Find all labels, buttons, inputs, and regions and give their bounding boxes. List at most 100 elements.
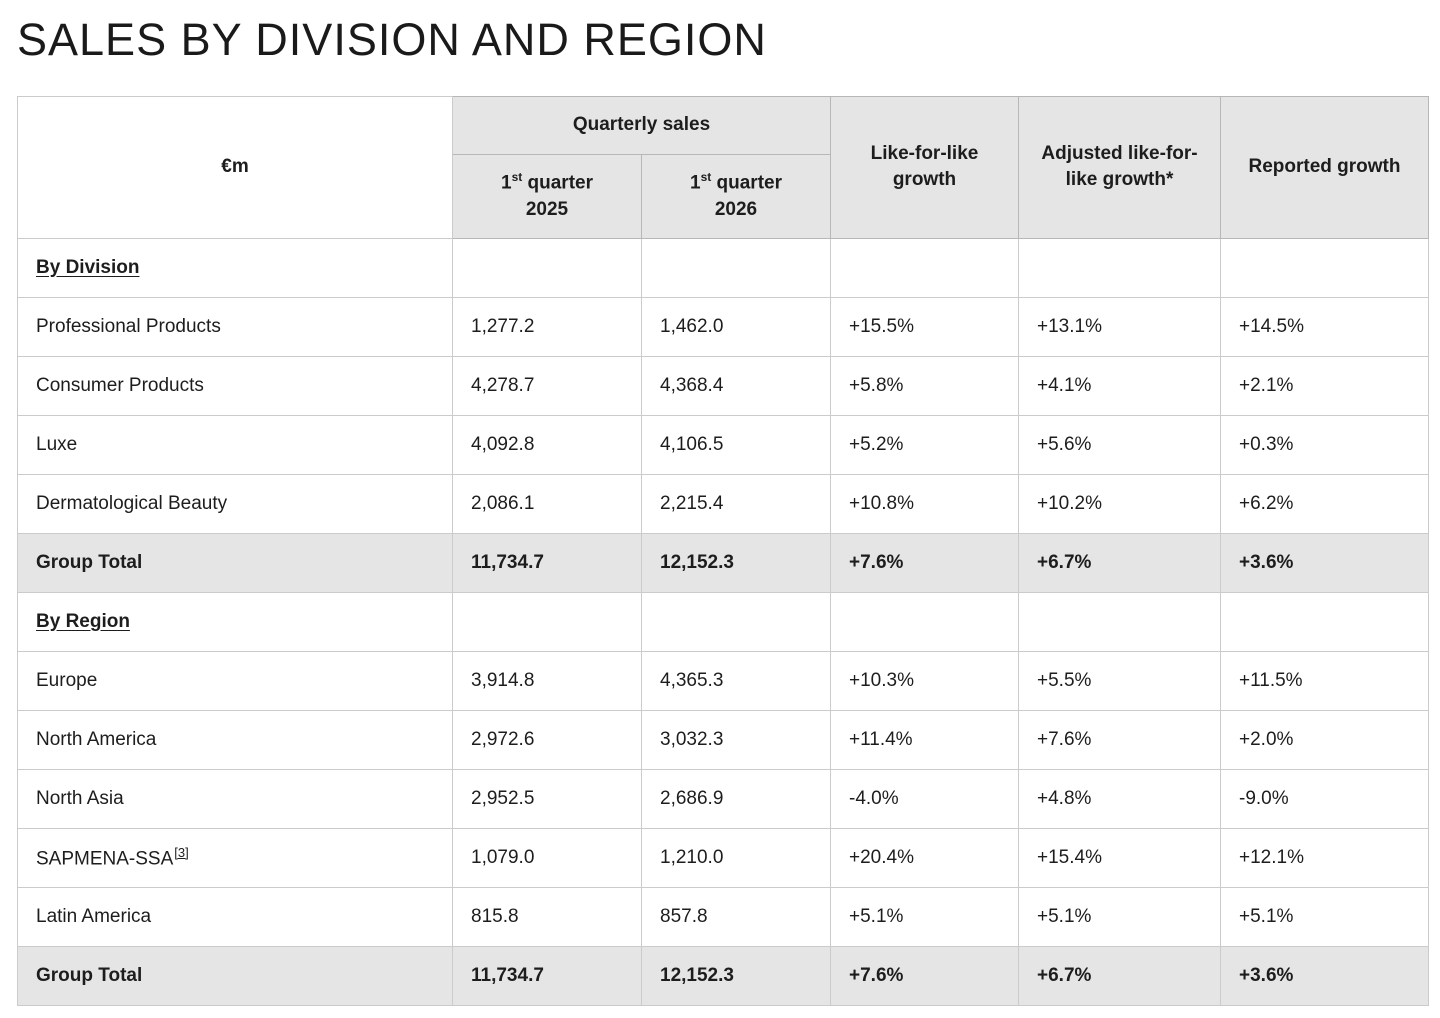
cell-lfl-growth: +10.8% — [830, 473, 1019, 534]
row-label: Group Total — [17, 945, 453, 1006]
cell-q1-2026: 2,686.9 — [641, 768, 831, 829]
ordinal-superscript: st — [511, 169, 523, 184]
cell-q1-2026: 4,106.5 — [641, 414, 831, 475]
empty-cell — [1018, 591, 1221, 652]
page-title: SALES BY DIVISION AND REGION — [17, 14, 767, 65]
cell-q1-2025: 11,734.7 — [452, 532, 642, 593]
quarter-word: quarter — [716, 172, 782, 194]
cell-lfl-growth: +15.5% — [830, 296, 1019, 357]
row-label: SAPMENA-SSA[3] — [17, 827, 453, 888]
table-row-latin-america: Latin America 815.8 857.8 +5.1% +5.1% +5… — [17, 886, 1429, 947]
quarter-word: quarter — [527, 172, 593, 194]
cell-adjusted-lfl-growth: +15.4% — [1018, 827, 1221, 888]
row-label: North America — [17, 709, 453, 770]
cell-lfl-growth: +5.8% — [830, 355, 1019, 416]
cell-lfl-growth: +20.4% — [830, 827, 1019, 888]
cell-reported-growth: +3.6% — [1220, 945, 1429, 1006]
table-row-professional-products: Professional Products 1,277.2 1,462.0 +1… — [17, 296, 1429, 357]
cell-adjusted-lfl-growth: +4.1% — [1018, 355, 1221, 416]
quarter-number: 1 — [501, 172, 512, 194]
empty-cell — [1220, 591, 1429, 652]
quarter-year: 2025 — [525, 198, 569, 220]
empty-cell — [830, 237, 1019, 298]
header-row-top: €m Quarterly sales Like-for-like growth … — [17, 95, 1429, 239]
table-header: €m Quarterly sales Like-for-like growth … — [17, 95, 1429, 239]
cell-adjusted-lfl-growth: +10.2% — [1018, 473, 1221, 534]
row-label: Europe — [17, 650, 453, 711]
row-label: Group Total — [17, 532, 453, 593]
empty-cell — [830, 591, 1019, 652]
quarter-year: 2026 — [714, 198, 758, 220]
cell-q1-2025: 2,972.6 — [452, 709, 642, 770]
row-label: Professional Products — [17, 296, 453, 357]
row-label: Consumer Products — [17, 355, 453, 416]
cell-q1-2026: 12,152.3 — [641, 945, 831, 1006]
cell-adjusted-lfl-growth: +6.7% — [1018, 945, 1221, 1006]
cell-q1-2025: 4,278.7 — [452, 355, 642, 416]
cell-q1-2026: 4,368.4 — [641, 355, 831, 416]
cell-q1-2026: 12,152.3 — [641, 532, 831, 593]
cell-reported-growth: +2.1% — [1220, 355, 1429, 416]
sales-table: €m Quarterly sales Like-for-like growth … — [17, 95, 1429, 1006]
cell-reported-growth: +5.1% — [1220, 886, 1429, 947]
cell-reported-growth: +2.0% — [1220, 709, 1429, 770]
cell-q1-2025: 4,092.8 — [452, 414, 642, 475]
cell-reported-growth: +11.5% — [1220, 650, 1429, 711]
cell-q1-2026: 3,032.3 — [641, 709, 831, 770]
quarter-number: 1 — [690, 172, 701, 194]
cell-lfl-growth: +7.6% — [830, 945, 1019, 1006]
table-row-group-total-region: Group Total 11,734.7 12,152.3 +7.6% +6.7… — [17, 945, 1429, 1006]
empty-cell — [641, 591, 831, 652]
cell-adjusted-lfl-growth: +5.5% — [1018, 650, 1221, 711]
section-cell: By Division — [17, 237, 453, 298]
col-header-q1-2025: 1st quarter 2025 — [452, 153, 642, 239]
table-row-dermatological-beauty: Dermatological Beauty 2,086.1 2,215.4 +1… — [17, 473, 1429, 534]
cell-lfl-growth: +10.3% — [830, 650, 1019, 711]
cell-reported-growth: +12.1% — [1220, 827, 1429, 888]
cell-q1-2026: 4,365.3 — [641, 650, 831, 711]
cell-reported-growth: +3.6% — [1220, 532, 1429, 593]
cell-lfl-growth: +11.4% — [830, 709, 1019, 770]
col-header-adjusted-lfl-growth: Adjusted like-for-like growth* — [1018, 95, 1221, 239]
table-body: By Division Professional Products 1,277.… — [17, 237, 1429, 1006]
header-row-sub: 1st quarter 2025 1st quarter 2026 — [18, 153, 1429, 239]
cell-adjusted-lfl-growth: +7.6% — [1018, 709, 1221, 770]
table-row-sapmena-ssa: SAPMENA-SSA[3] 1,079.0 1,210.0 +20.4% +1… — [17, 827, 1429, 888]
cell-q1-2026: 857.8 — [641, 886, 831, 947]
unit-header: €m — [17, 95, 453, 239]
cell-q1-2025: 2,952.5 — [452, 768, 642, 829]
cell-adjusted-lfl-growth: +5.1% — [1018, 886, 1221, 947]
footnote-3-link[interactable]: [3] — [174, 845, 189, 861]
cell-q1-2025: 11,734.7 — [452, 945, 642, 1006]
row-label: Dermatological Beauty — [17, 473, 453, 534]
cell-adjusted-lfl-growth: +13.1% — [1018, 296, 1221, 357]
empty-cell — [452, 591, 642, 652]
cell-reported-growth: +14.5% — [1220, 296, 1429, 357]
empty-cell — [452, 237, 642, 298]
empty-cell — [641, 237, 831, 298]
section-row-by-region: By Region — [17, 591, 1429, 652]
cell-adjusted-lfl-growth: +4.8% — [1018, 768, 1221, 829]
cell-q1-2025: 1,079.0 — [452, 827, 642, 888]
cell-adjusted-lfl-growth: +5.6% — [1018, 414, 1221, 475]
cell-reported-growth: +0.3% — [1220, 414, 1429, 475]
row-label: North Asia — [17, 768, 453, 829]
quarterly-sales-group-header: Quarterly sales — [452, 95, 831, 155]
table-row-group-total-division: Group Total 11,734.7 12,152.3 +7.6% +6.7… — [17, 532, 1429, 593]
cell-q1-2025: 3,914.8 — [452, 650, 642, 711]
cell-lfl-growth: +5.2% — [830, 414, 1019, 475]
section-label: By Region — [36, 610, 130, 632]
row-label: Latin America — [17, 886, 453, 947]
section-cell: By Region — [17, 591, 453, 652]
cell-q1-2025: 815.8 — [452, 886, 642, 947]
col-header-reported-growth: Reported growth — [1220, 95, 1429, 239]
col-header-lfl-growth: Like-for-like growth — [830, 95, 1019, 239]
row-label: Luxe — [17, 414, 453, 475]
cell-lfl-growth: +5.1% — [830, 886, 1019, 947]
empty-cell — [1018, 237, 1221, 298]
table-row-europe: Europe 3,914.8 4,365.3 +10.3% +5.5% +11.… — [17, 650, 1429, 711]
cell-lfl-growth: -4.0% — [830, 768, 1019, 829]
table-row-north-america: North America 2,972.6 3,032.3 +11.4% +7.… — [17, 709, 1429, 770]
table-row-north-asia: North Asia 2,952.5 2,686.9 -4.0% +4.8% -… — [17, 768, 1429, 829]
